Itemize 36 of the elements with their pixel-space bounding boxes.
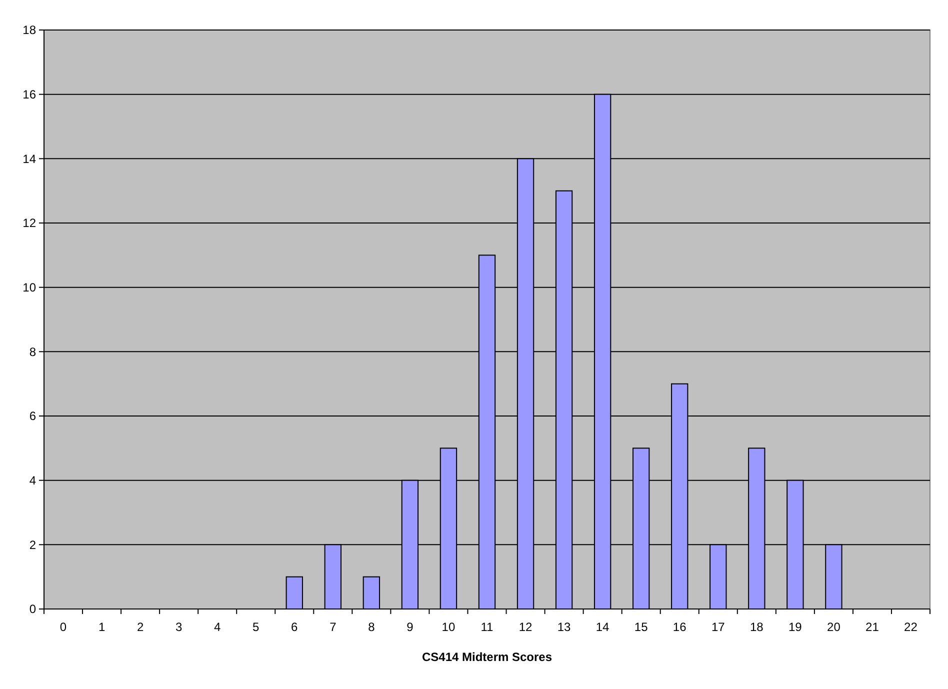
y-tick-label: 10 bbox=[22, 280, 36, 295]
y-tick-label: 8 bbox=[29, 344, 36, 359]
x-tick-label: 2 bbox=[136, 620, 144, 634]
y-tick-label: 2 bbox=[29, 538, 36, 552]
x-tick-label: 16 bbox=[672, 620, 687, 634]
x-tick-label: 15 bbox=[634, 620, 648, 634]
x-tick-label: 11 bbox=[480, 620, 494, 634]
y-tick-label: 12 bbox=[22, 216, 36, 230]
x-tick-label: 6 bbox=[291, 620, 298, 634]
x-tick-label: 5 bbox=[252, 620, 260, 634]
y-tick-label: 6 bbox=[29, 409, 36, 424]
x-tick-label: 7 bbox=[330, 620, 337, 634]
x-tick-label: 8 bbox=[368, 620, 376, 634]
y-tick-label: 14 bbox=[22, 152, 36, 166]
x-tick-label: 17 bbox=[711, 620, 726, 634]
x-tick-label: 19 bbox=[788, 620, 802, 634]
y-tick-label: 0 bbox=[29, 602, 36, 616]
x-tick-label: 20 bbox=[827, 620, 841, 634]
x-tick-label: 14 bbox=[596, 620, 610, 634]
x-tick-label: 4 bbox=[214, 620, 222, 634]
x-tick-label: 1 bbox=[98, 620, 106, 634]
y-tick-label: 4 bbox=[29, 474, 36, 488]
x-tick-label: 10 bbox=[442, 620, 456, 634]
x-tick-label: 18 bbox=[750, 620, 764, 634]
x-tick-label: 3 bbox=[175, 620, 182, 634]
x-tick-label: 22 bbox=[904, 620, 918, 634]
bar bbox=[286, 576, 303, 610]
x-axis-title: CS414 Midterm Scores bbox=[422, 650, 552, 664]
x-tick-label: 13 bbox=[557, 620, 572, 634]
x-tick-label: 9 bbox=[406, 620, 414, 634]
bar bbox=[362, 576, 380, 610]
y-tick-label: 16 bbox=[22, 88, 36, 102]
x-tick-label: 21 bbox=[866, 620, 880, 634]
x-tick-label: 0 bbox=[60, 620, 67, 634]
x-tick-label: 12 bbox=[518, 620, 533, 634]
y-tick-label: 18 bbox=[22, 23, 36, 38]
